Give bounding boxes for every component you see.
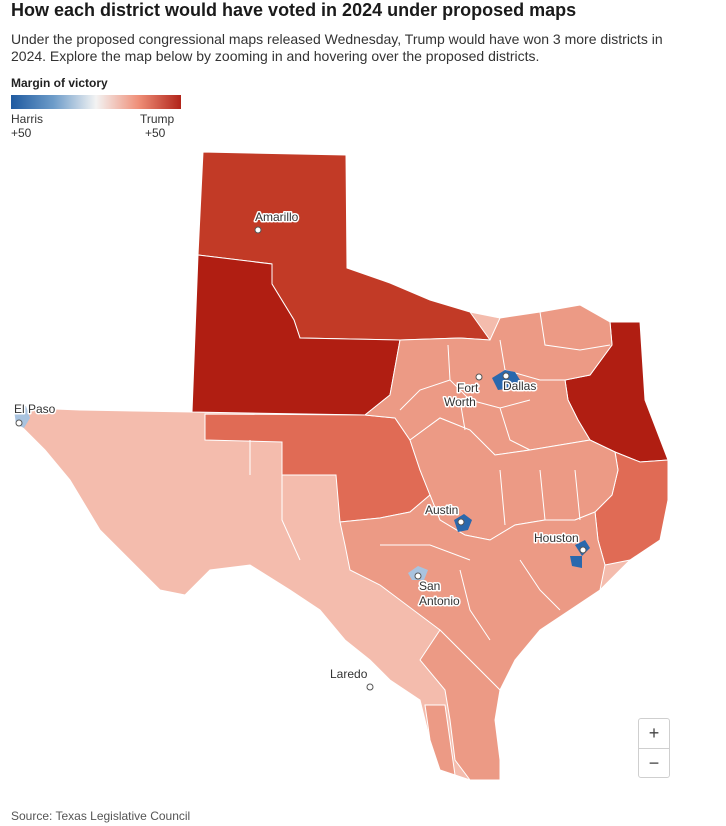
houston-blue-2 — [570, 556, 582, 568]
dallas-blue — [492, 370, 520, 390]
legend-right-value: +50 — [145, 126, 166, 140]
label-fort: Fort — [457, 381, 479, 395]
label-san: San — [419, 579, 440, 593]
district-coastal-bend[interactable] — [419, 629, 501, 781]
legend-color-scale — [11, 95, 181, 109]
zoom-out-button[interactable]: − — [648, 753, 660, 773]
austin-marker — [457, 518, 465, 526]
page-subtitle: Under the proposed congressional maps re… — [11, 31, 663, 64]
laredo-marker — [366, 683, 374, 691]
district-central-1[interactable] — [363, 304, 613, 456]
label-amarillo: Amarillo — [255, 210, 299, 224]
label-houston: Houston — [534, 531, 579, 545]
label-laredo: Laredo — [330, 667, 368, 681]
label-dallas: Dallas — [503, 379, 536, 393]
district-valley[interactable] — [424, 704, 456, 776]
label-antonio: Antonio — [419, 594, 460, 608]
amarillo-marker — [254, 226, 262, 234]
district-west-central[interactable] — [191, 254, 401, 416]
district-borders — [249, 311, 611, 641]
source-note: Source: Texas Legislative Council — [11, 809, 191, 823]
label-austin: Austin — [425, 503, 458, 517]
label-el-paso: El Paso — [14, 402, 56, 416]
legend-right-name: Trump — [140, 112, 175, 126]
legend-title: Margin of victory — [11, 76, 108, 90]
city-markers — [15, 226, 587, 691]
zoom-in-button[interactable]: + — [639, 719, 669, 749]
page-title: How each district would have voted in 20… — [11, 0, 577, 20]
el-paso-marker — [15, 419, 23, 427]
houston-marker — [579, 546, 587, 554]
legend-left-value: +50 — [11, 126, 32, 140]
san-antonio-marker — [414, 572, 422, 580]
fort-worth-marker — [475, 373, 483, 381]
dallas-marker — [502, 372, 510, 380]
legend-left-name: Harris — [11, 112, 43, 126]
zoom-control: + − — [638, 718, 670, 778]
district-south-central[interactable] — [339, 494, 606, 691]
label-worth: Worth — [444, 395, 476, 409]
